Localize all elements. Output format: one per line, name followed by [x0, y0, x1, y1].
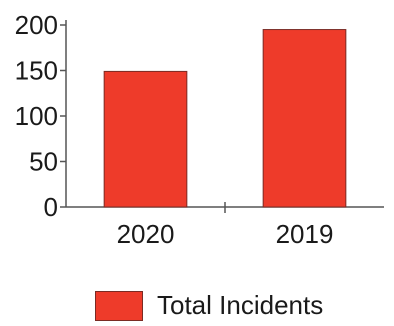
y-tick-label: 0 — [44, 192, 58, 222]
bar-2020 — [103, 70, 188, 208]
x-axis: 2020 2019 — [66, 202, 384, 249]
x-tick-label-2019: 2019 — [276, 219, 334, 249]
y-tick-label: 200 — [15, 10, 58, 40]
y-axis: 0 50 100 150 200 — [15, 10, 67, 222]
legend: Total Incidents — [95, 290, 323, 321]
y-tick-label: 100 — [15, 101, 58, 131]
y-tick-label: 50 — [29, 147, 58, 177]
bars — [103, 29, 347, 208]
legend-label-total-incidents: Total Incidents — [157, 290, 324, 320]
y-tick-label: 150 — [15, 56, 58, 86]
bar-2019 — [262, 29, 347, 208]
x-tick-label-2020: 2020 — [117, 219, 175, 249]
legend-swatch-total-incidents — [95, 290, 143, 321]
